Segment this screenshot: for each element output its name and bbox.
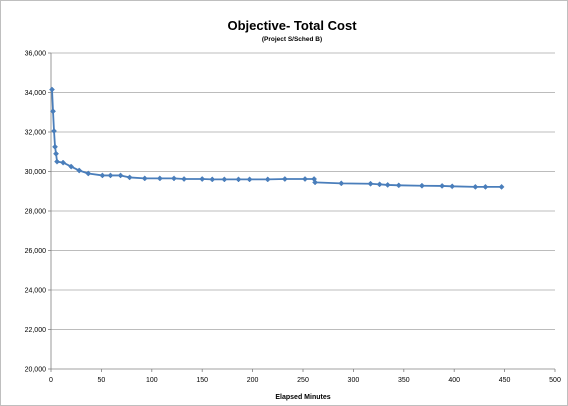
data-point xyxy=(76,167,83,174)
data-point xyxy=(235,176,242,183)
data-point xyxy=(439,182,446,189)
x-tick-label: 100 xyxy=(146,377,158,384)
y-tick-label: 26,000 xyxy=(25,248,47,255)
data-point xyxy=(418,182,425,189)
y-tick-label: 36,000 xyxy=(25,51,47,58)
data-point xyxy=(395,182,402,189)
data-point xyxy=(52,143,58,150)
data-point xyxy=(302,176,308,182)
x-tick-label: 450 xyxy=(499,377,511,384)
data-point xyxy=(141,175,148,182)
x-tick-label: 250 xyxy=(297,377,309,384)
y-tick-label: 20,000 xyxy=(25,367,47,374)
data-point xyxy=(107,172,114,179)
data-point xyxy=(281,176,288,182)
data-point xyxy=(50,108,56,115)
x-axis-title: Elapsed Minutes xyxy=(275,394,330,401)
data-point xyxy=(156,175,163,182)
x-tick-label: 400 xyxy=(448,377,460,384)
data-point xyxy=(53,150,59,157)
chart-title: Objective- Total Cost xyxy=(227,18,357,33)
y-tick-label: 30,000 xyxy=(25,169,47,176)
data-point xyxy=(312,179,319,186)
data-point xyxy=(171,175,177,182)
data-point xyxy=(85,170,92,177)
x-tick-label: 300 xyxy=(348,377,360,384)
grid-lines xyxy=(51,52,555,330)
x-tick-label: 0 xyxy=(49,377,53,384)
data-point xyxy=(449,183,456,190)
data-point xyxy=(51,128,57,134)
data-point xyxy=(68,163,75,170)
x-tick-label: 500 xyxy=(549,377,561,384)
y-tick-label: 34,000 xyxy=(25,90,47,97)
y-tick-label: 22,000 xyxy=(25,327,47,334)
x-tick-label: 200 xyxy=(247,377,259,384)
x-tick-labels: 0 50 100 150 200 250 300 350 400 450 500 xyxy=(49,377,561,384)
y-tick-label: 28,000 xyxy=(25,209,47,216)
data-point xyxy=(209,176,216,183)
data-point xyxy=(264,176,271,183)
data-point xyxy=(60,159,67,166)
data-point xyxy=(338,180,345,187)
data-point xyxy=(54,158,61,165)
x-tick-label: 150 xyxy=(196,377,208,384)
data-point xyxy=(117,172,124,179)
data-series xyxy=(49,86,505,190)
y-tick-labels: 20,000 22,000 24,000 26,000 28,000 30,000 32,0… xyxy=(25,51,47,374)
axes xyxy=(48,52,556,372)
data-point xyxy=(384,181,391,188)
data-point xyxy=(99,172,106,179)
data-point xyxy=(246,176,253,183)
data-point xyxy=(199,176,206,182)
data-point xyxy=(498,183,505,190)
data-point xyxy=(49,86,55,93)
data-point xyxy=(376,181,383,188)
x-tick-label: 350 xyxy=(398,377,410,384)
data-point xyxy=(367,180,374,187)
data-point xyxy=(181,176,188,182)
series-line xyxy=(51,89,502,188)
x-tick-label: 50 xyxy=(98,377,106,384)
data-point xyxy=(221,176,228,183)
data-point xyxy=(126,174,133,181)
y-tick-label: 32,000 xyxy=(25,130,47,137)
y-tick-label: 24,000 xyxy=(25,288,47,295)
chart-subtitle: (Project S/Sched B) xyxy=(262,36,322,43)
data-point xyxy=(472,183,479,190)
data-point xyxy=(482,183,489,190)
